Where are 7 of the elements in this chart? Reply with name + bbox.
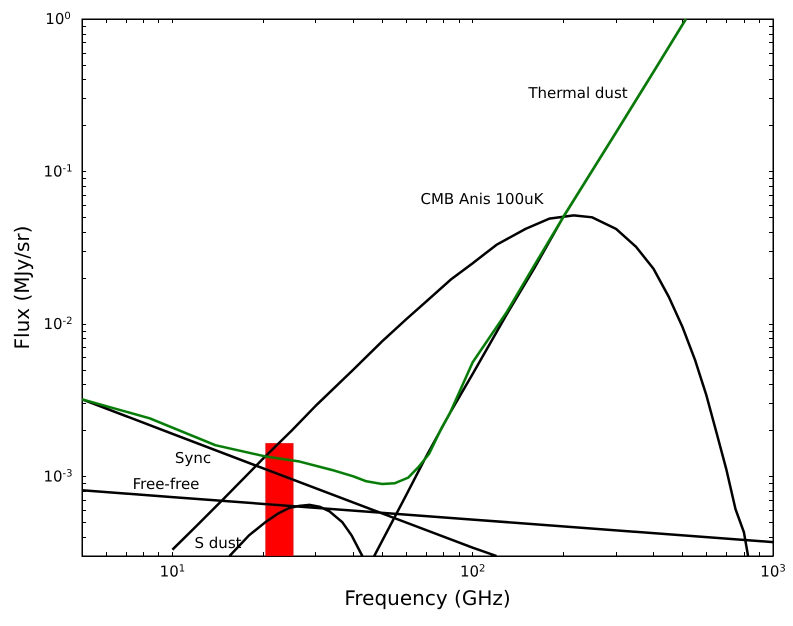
annotation: CMB Anis 100uK: [420, 190, 545, 208]
x-axis-title: Frequency (GHz): [344, 586, 511, 610]
annotation: Free-free: [132, 475, 200, 493]
annotation: Thermal dust: [527, 84, 628, 102]
annotation: Sync: [174, 449, 212, 467]
y-axis-title: Flux (MJy/sr): [10, 226, 34, 350]
annotation: S dust: [194, 534, 242, 552]
